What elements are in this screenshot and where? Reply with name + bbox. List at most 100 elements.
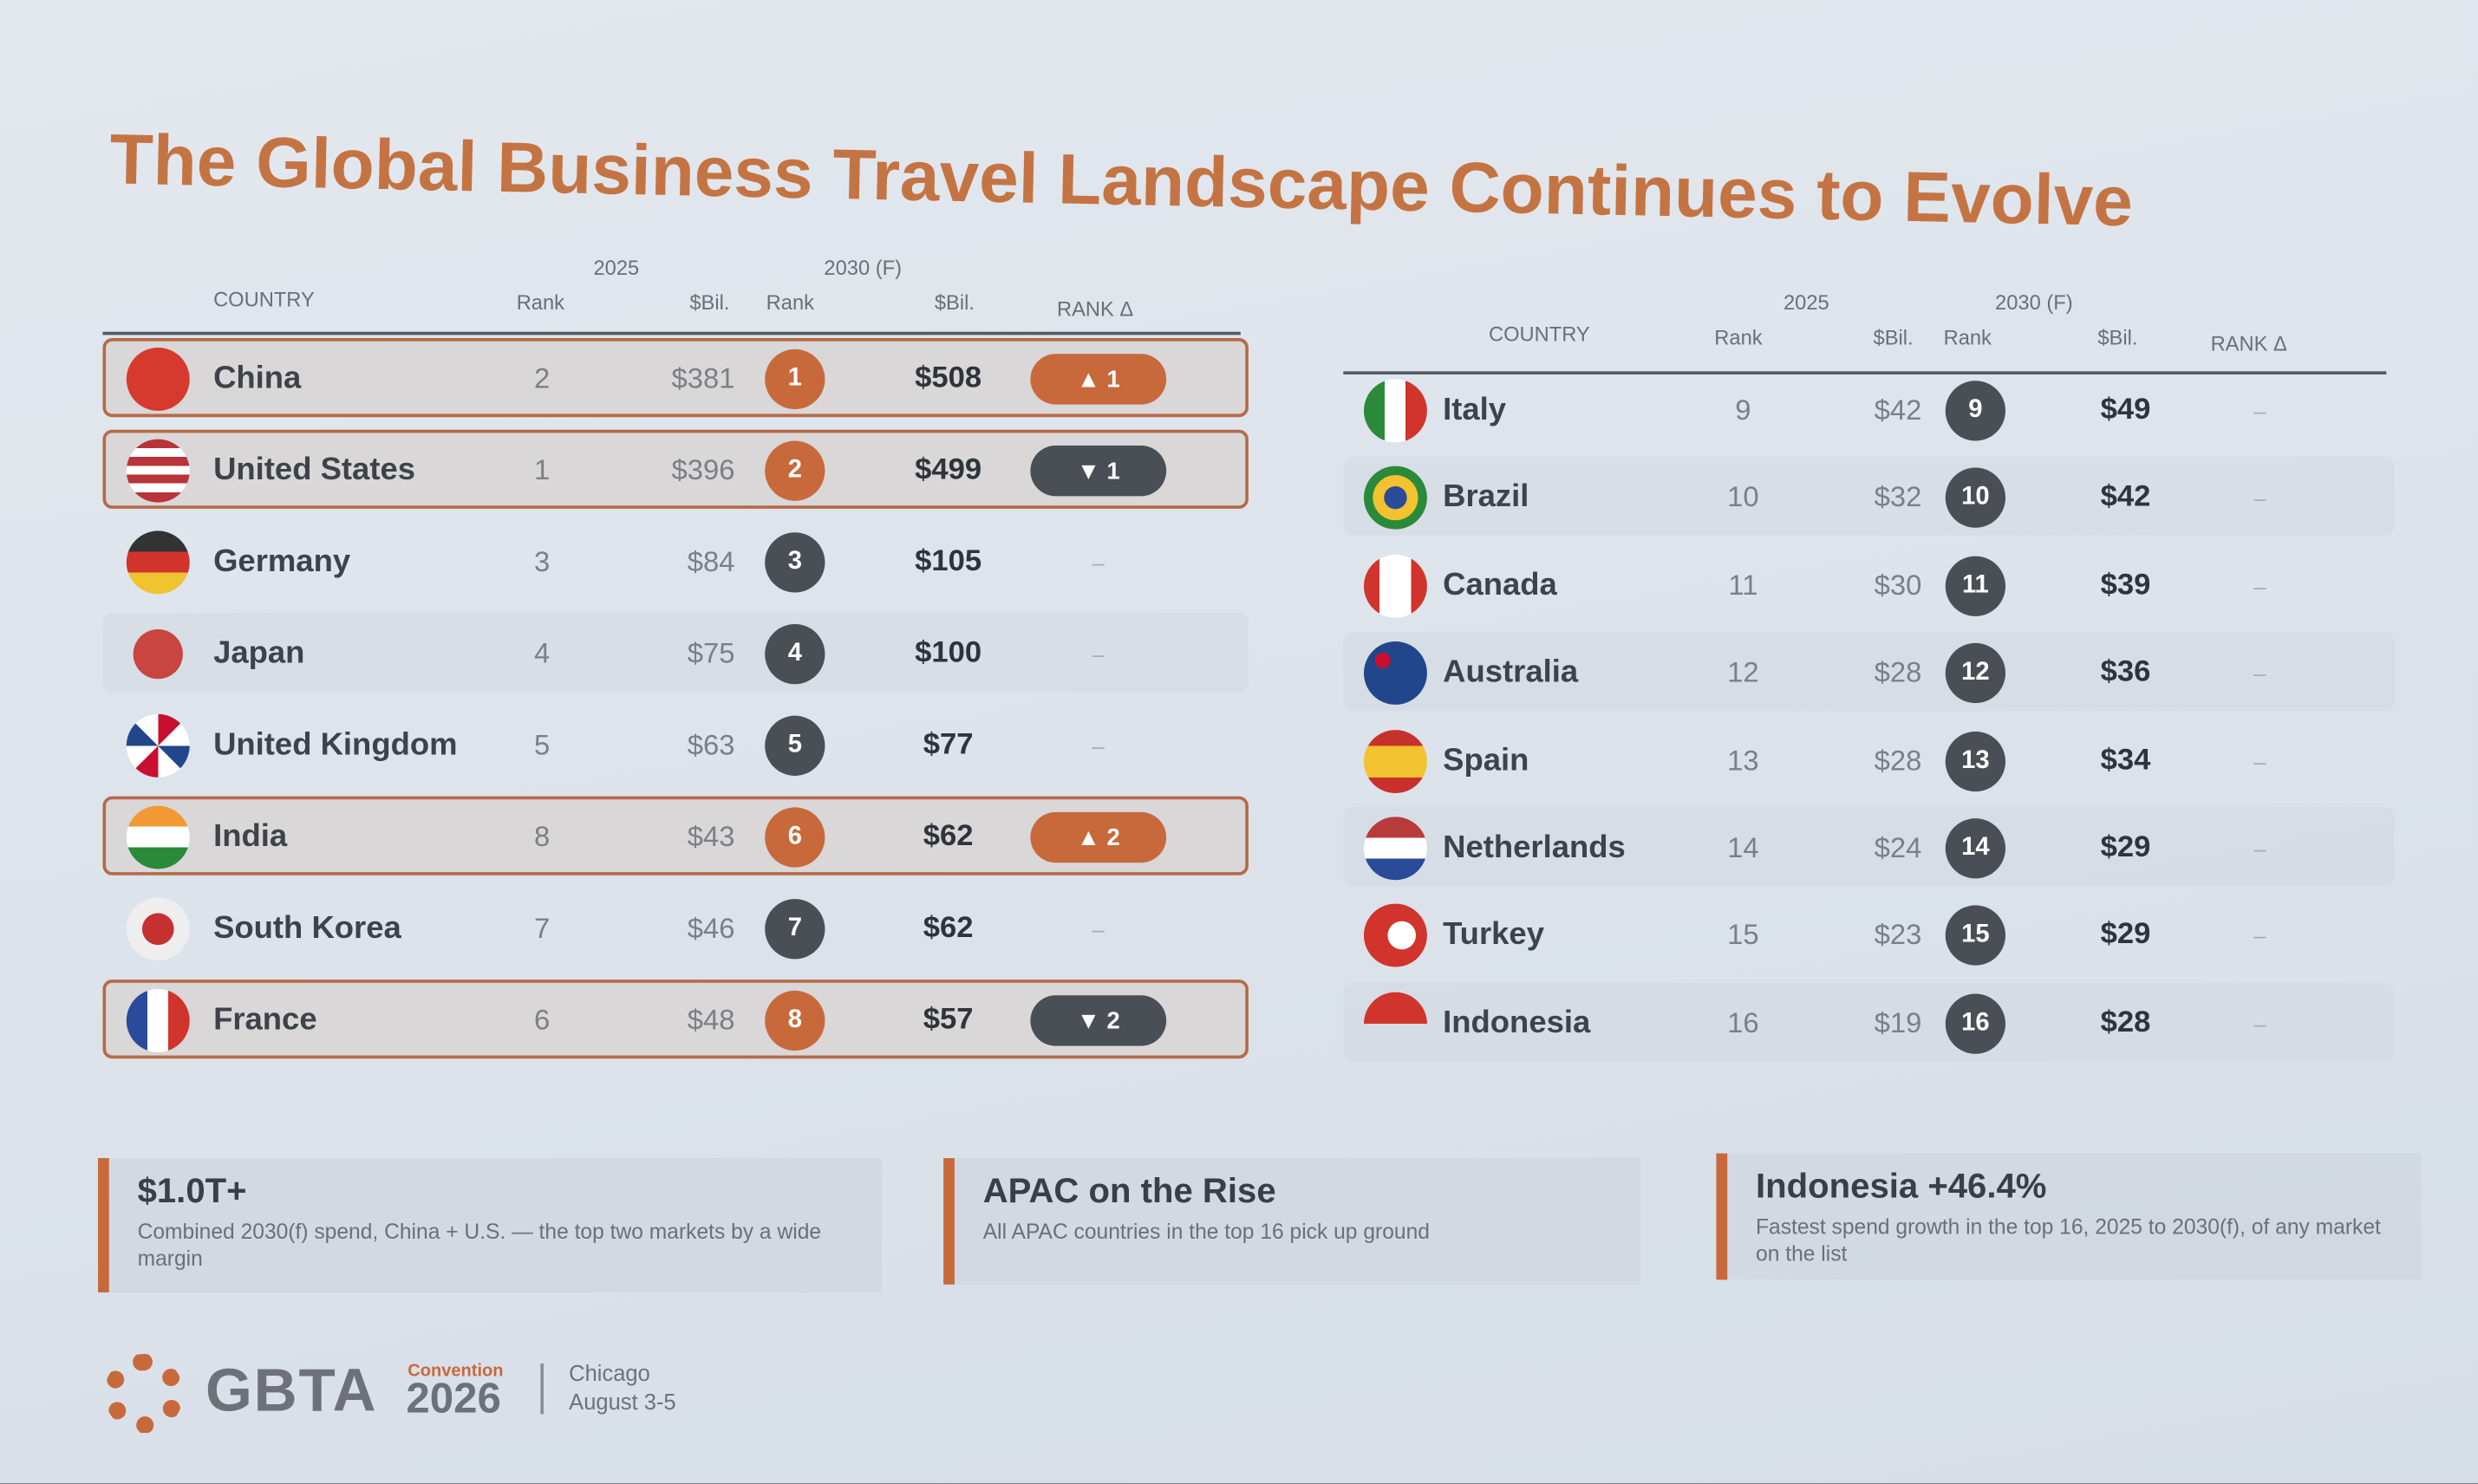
- spend-2030: $499: [915, 453, 982, 487]
- brand: GBTA: [205, 1358, 378, 1426]
- spend-2025: $46: [687, 912, 735, 945]
- rank-2030: 15: [1945, 906, 2006, 967]
- rank-change-badge: ▼ 1: [1030, 446, 1167, 497]
- flag: [1363, 992, 1427, 1056]
- column-header: 2030 (F): [824, 256, 902, 280]
- rank-2025: 12: [1727, 656, 1759, 689]
- rank-change: –: [2253, 748, 2266, 774]
- row: [102, 613, 1249, 693]
- rank-change: –: [2253, 661, 2266, 687]
- header-rule: [102, 331, 1241, 335]
- rank-2025: 1: [534, 454, 551, 486]
- dates: August 3-5: [569, 1389, 676, 1415]
- rank-2025: 14: [1727, 831, 1759, 864]
- rank-2030: 2: [765, 440, 825, 501]
- rank-change: –: [1092, 732, 1105, 758]
- rank-2030: 16: [1945, 993, 2006, 1054]
- column-header: 2030 (F): [1995, 290, 2073, 315]
- spend-2030: $29: [2100, 830, 2151, 865]
- country-name: Japan: [213, 635, 305, 671]
- logo-mark: [104, 1354, 184, 1434]
- column-header: Rank: [766, 290, 815, 315]
- callout-title: $1.0T+: [137, 1170, 247, 1211]
- column-header: 2025: [593, 256, 640, 280]
- country-name: Canada: [1443, 567, 1557, 602]
- rank-2030: 5: [765, 715, 825, 776]
- country-name: United Kingdom: [213, 727, 458, 763]
- flag: [126, 530, 190, 595]
- spend-2030: $62: [923, 911, 974, 945]
- rank-2025: 5: [534, 729, 551, 761]
- flag: [1363, 466, 1427, 530]
- flag: [126, 805, 190, 869]
- rank-2025: 11: [1728, 569, 1758, 602]
- spend-2030: $49: [2100, 393, 2151, 427]
- spend-2030: $508: [915, 361, 982, 395]
- column-header: Rank: [516, 290, 565, 315]
- row: [1343, 807, 2395, 887]
- country-name: Turkey: [1443, 917, 1544, 953]
- country-name: China: [213, 361, 302, 396]
- rank-2030: 6: [765, 807, 825, 868]
- callout-text: Fastest spend growth in the top 16, 2025…: [1756, 1214, 2381, 1266]
- rank-2025: 15: [1727, 919, 1759, 952]
- flag: [126, 622, 190, 687]
- spend-2025: $48: [687, 1004, 735, 1036]
- callout-text: Combined 2030(f) spend, China + U.S. — t…: [137, 1220, 822, 1271]
- rank-2025: 4: [534, 637, 551, 669]
- spend-2025: $63: [687, 729, 735, 761]
- flag: [126, 989, 190, 1052]
- spend-2025: $23: [1874, 919, 1922, 952]
- rank-change-badge: ▲ 2: [1030, 811, 1167, 863]
- callout-title: Indonesia +46.4%: [1756, 1166, 2047, 1206]
- rank-2030: 7: [765, 899, 825, 960]
- event-year: 2026: [406, 1374, 501, 1422]
- rank-change: –: [2253, 836, 2266, 862]
- spend-2030: $28: [2100, 1006, 2151, 1039]
- flag: [1363, 379, 1427, 443]
- country-name: France: [213, 1002, 317, 1038]
- rank-2030: 1: [765, 348, 825, 410]
- rank-2025: 3: [534, 545, 551, 578]
- column-header: $Bil.: [2097, 325, 2138, 349]
- rank-2030: 4: [765, 623, 825, 685]
- spend-2030: $34: [2100, 743, 2151, 778]
- column-header: $Bil.: [689, 290, 730, 315]
- country-name: Spain: [1443, 742, 1529, 778]
- row: [1343, 457, 2395, 537]
- country-name: India: [213, 819, 288, 855]
- spend-2030: $36: [2100, 655, 2151, 690]
- rank-change-badge: ▲ 1: [1030, 354, 1167, 405]
- country-name: Australia: [1443, 654, 1579, 690]
- city: Chicago: [569, 1360, 650, 1386]
- row: [1343, 982, 2395, 1062]
- spend-2025: $396: [671, 454, 735, 486]
- rank-2025: 6: [534, 1004, 551, 1036]
- flag: [1363, 554, 1427, 618]
- spend-2030: $57: [923, 1003, 974, 1037]
- spend-2025: $28: [1874, 744, 1922, 777]
- rank-2030: 12: [1945, 643, 2006, 704]
- rank-change: –: [2253, 1011, 2266, 1037]
- rank-change: –: [1092, 641, 1105, 667]
- column-header: 2025: [1783, 290, 1829, 315]
- spend-2030: $77: [923, 728, 974, 762]
- callout-text: All APAC countries in the top 16 pick up…: [982, 1220, 1430, 1244]
- column-header: COUNTRY: [1488, 322, 1590, 347]
- rank-2025: 13: [1727, 744, 1759, 777]
- rank-2025: 7: [534, 912, 551, 945]
- flag: [1363, 904, 1427, 968]
- column-header: $Bil.: [1873, 325, 1914, 349]
- callout-title: APAC on the Rise: [982, 1170, 1276, 1211]
- spend-2025: $30: [1874, 569, 1922, 602]
- rank-change: –: [2253, 573, 2266, 599]
- spend-2025: $43: [687, 820, 735, 853]
- rank-change-badge: ▼ 2: [1030, 995, 1167, 1046]
- spend-2025: $42: [1874, 394, 1922, 426]
- spend-2025: $32: [1874, 481, 1922, 514]
- rank-change: –: [2253, 923, 2266, 949]
- rank-2025: 10: [1727, 481, 1759, 514]
- header-rule: [1343, 371, 2387, 374]
- slide-title: The Global Business Travel Landscape Con…: [108, 118, 2134, 242]
